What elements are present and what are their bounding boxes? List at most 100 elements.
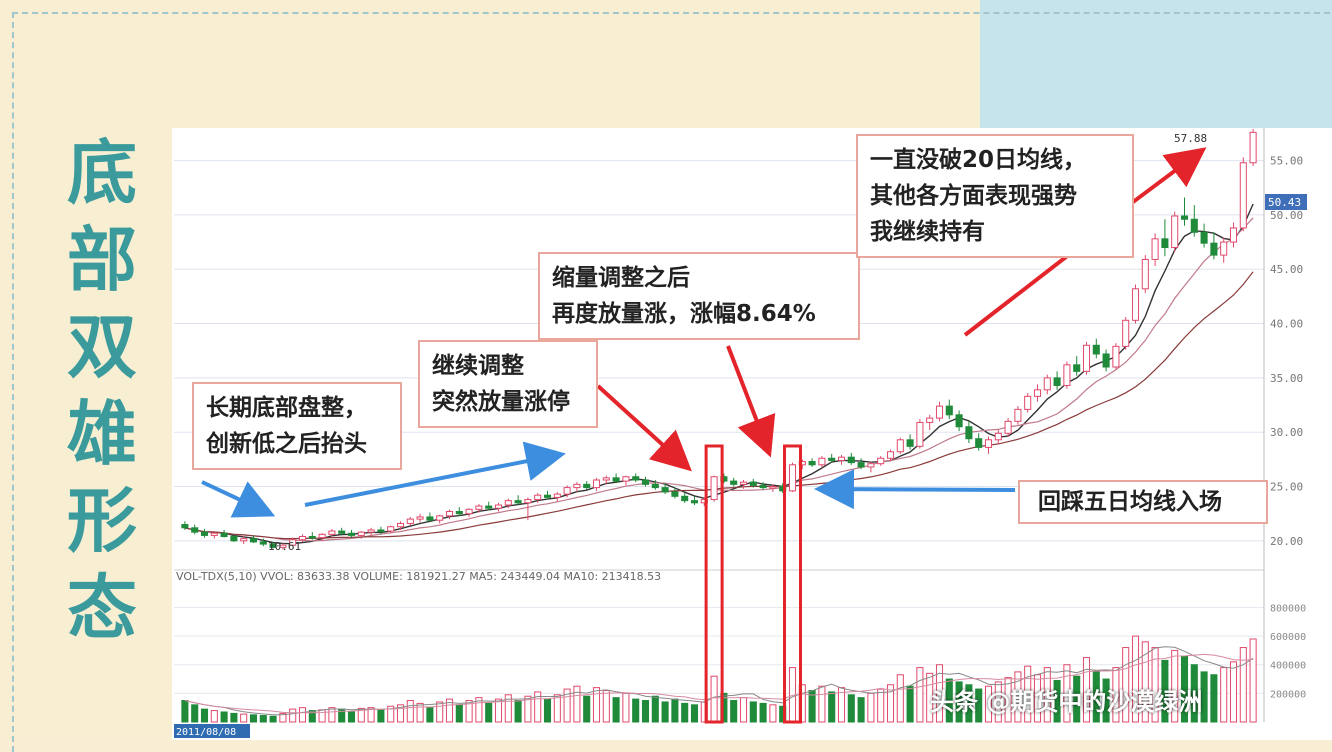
price-axis: 20.00 25.00 30.00 35.00 40.00 45.00 50.00 55.00: [174, 128, 1303, 722]
volume-bar: [1200, 671, 1208, 723]
volume-bar: [710, 675, 718, 723]
candle-body: [896, 439, 904, 453]
volume-bar: [651, 695, 659, 723]
candle-body: [661, 487, 669, 493]
candle-body: [1122, 319, 1130, 347]
candle-body: [514, 500, 522, 504]
callout-line: 回踩五日均线入场: [1038, 489, 1222, 515]
candle-body: [563, 487, 571, 495]
candle-body: [191, 527, 199, 533]
candle-body: [534, 494, 542, 501]
volume-bar: [965, 684, 973, 723]
breakout-highlight-box: [704, 444, 724, 724]
candle-body: [788, 464, 797, 492]
volume-bar: [612, 697, 620, 723]
candle-body: [347, 532, 356, 536]
volume-bar: [514, 700, 522, 723]
candle-body: [877, 457, 885, 465]
candle-body: [210, 532, 218, 536]
candle-body: [426, 516, 434, 521]
volume-bar: [1014, 671, 1022, 723]
title-char: 态: [67, 567, 137, 649]
candle-body: [230, 535, 238, 542]
candle-body: [1210, 242, 1218, 256]
candle-body: [730, 480, 738, 485]
candle-body: [308, 535, 316, 539]
last-price-tag: [1265, 194, 1307, 210]
candle-body: [1073, 364, 1081, 372]
candle-body: [671, 491, 679, 497]
volume-bar: [563, 688, 571, 723]
candle-body: [1004, 420, 1012, 434]
volume-header: VOL-TDX(5,10) VVOL: 83633.38 VOLUME: 181…: [176, 570, 661, 583]
candle-body: [975, 438, 983, 448]
candle-body: [445, 511, 454, 517]
candle-body: [1171, 215, 1179, 249]
candle-body: [690, 500, 699, 504]
candle-body: [1043, 377, 1051, 391]
volume-ma5-line: [184, 646, 1254, 716]
callout-line: 其他各方面表现强势: [870, 183, 1077, 209]
volume-bar: [534, 691, 542, 723]
callout-continue-adjust: 继续调整 突然放量涨停: [418, 340, 598, 428]
volume-bar: [191, 704, 199, 723]
candle-body: [240, 538, 248, 542]
candle-body: [602, 477, 610, 481]
volume-bar: [1073, 675, 1081, 723]
volume-bar: [485, 702, 493, 723]
volume-bar: [632, 698, 640, 723]
volume-bar: [886, 684, 895, 723]
callout-hold: 一直没破20日均线， 其他各方面表现强势 我继续持有: [856, 134, 1134, 258]
volume-bar: [200, 708, 209, 723]
volume-bar: [926, 672, 934, 723]
volume-bar: [445, 698, 454, 723]
candle-body: [1092, 344, 1100, 355]
candle-body: [612, 477, 620, 482]
candle-body: [357, 531, 365, 536]
volume-bar: [1092, 671, 1100, 723]
highlight-boxes: [704, 444, 802, 724]
volume-bar: [308, 710, 316, 723]
volume-bar: [730, 700, 738, 723]
candle-body: [651, 483, 659, 489]
side-title: 底 部 双 雄 形 态: [62, 130, 142, 652]
candle-body: [543, 494, 552, 498]
candle-body: [1141, 258, 1149, 290]
volume-bar: [494, 698, 503, 723]
last-price-label: 50.43: [1268, 196, 1301, 209]
callout-line: 我继续持有: [870, 219, 985, 245]
candle-body: [583, 483, 591, 489]
candle-body: [338, 530, 346, 534]
volume-bar: [583, 695, 591, 723]
candle-body: [622, 476, 630, 482]
candle-body: [681, 495, 689, 502]
volume-bar: [1112, 667, 1120, 723]
candle-body: [955, 414, 963, 428]
volume-bar: [210, 710, 218, 723]
volume-bar: [818, 685, 826, 723]
callout-line: 突然放量涨停: [432, 389, 570, 415]
candle-body: [1082, 344, 1091, 372]
candle-body: [259, 541, 267, 545]
volume-bar: [475, 697, 483, 723]
candle-body: [837, 456, 846, 461]
volume-bar: [543, 698, 552, 723]
candle-body: [328, 530, 336, 535]
candle-body: [436, 515, 444, 521]
volume-bar: [1210, 674, 1218, 723]
volume-bar: [240, 713, 248, 723]
candle-body: [965, 426, 973, 440]
price-tick-label: 30.00: [1270, 426, 1303, 439]
candle-body: [1102, 353, 1110, 368]
candle-body: [1151, 238, 1159, 260]
candle-body: [994, 432, 1002, 441]
title-char: 双: [67, 306, 137, 388]
candle-body: [1063, 364, 1071, 386]
volume-bar: [945, 678, 953, 723]
title-char: 形: [67, 480, 137, 562]
volume-bar: [1161, 659, 1169, 723]
ma20-line: [184, 271, 1254, 540]
price-tick-label: 25.00: [1270, 481, 1303, 494]
volume-bar: [1171, 649, 1179, 723]
candle-body: [318, 533, 326, 539]
